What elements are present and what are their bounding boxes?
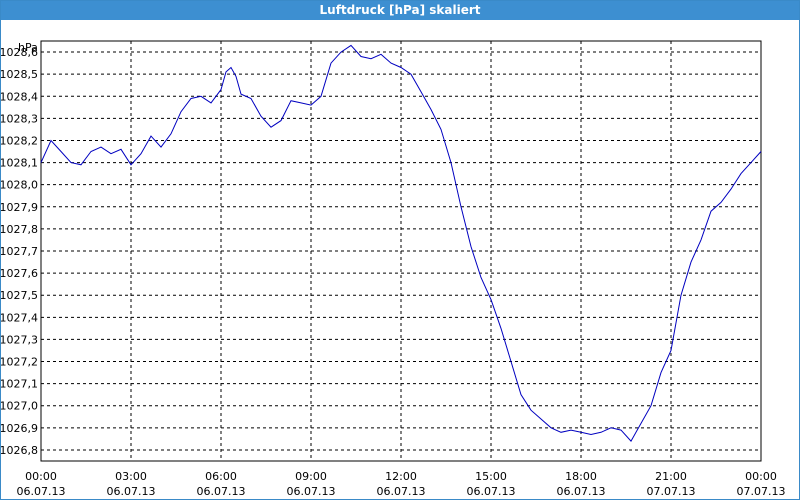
x-tick-time: 03:00 — [115, 470, 147, 483]
x-tick-date: 06.07.13 — [467, 485, 516, 498]
y-tick-label: 1026,8 — [1, 444, 38, 457]
x-tick-time: 15:00 — [475, 470, 507, 483]
x-tick-time: 21:00 — [655, 470, 687, 483]
x-tick-date: 07.07.13 — [737, 485, 786, 498]
grid-lines — [41, 41, 761, 461]
y-tick-label: 1027,1 — [1, 378, 38, 391]
y-tick-label: 1028,5 — [1, 68, 38, 81]
x-tick-date: 06.07.13 — [557, 485, 606, 498]
x-tick-time: 00:00 — [25, 470, 57, 483]
y-tick-label: 1028,6 — [1, 46, 38, 59]
y-tick-label: 1028,1 — [1, 157, 38, 170]
x-tick-time: 18:00 — [565, 470, 597, 483]
x-tick-date: 06.07.13 — [17, 485, 66, 498]
y-tick-label: 1027,9 — [1, 201, 38, 214]
y-tick-label: 1027,5 — [1, 289, 38, 302]
y-tick-label: 1027,4 — [1, 311, 38, 324]
x-tick-time: 06:00 — [205, 470, 237, 483]
y-tick-label: 1028,0 — [1, 179, 38, 192]
y-tick-label: 1027,3 — [1, 333, 38, 346]
y-tick-label: 1028,3 — [1, 112, 38, 125]
chart-title: Luftdruck [hPa] skaliert — [1, 1, 799, 20]
y-tick-label: 1026,9 — [1, 422, 38, 435]
pressure-series-line — [40, 44, 762, 442]
y-tick-label: 1027,8 — [1, 223, 38, 236]
x-tick-date: 06.07.13 — [197, 485, 246, 498]
y-tick-label: 1027,2 — [1, 356, 38, 369]
y-tick-label: 1028,4 — [1, 90, 38, 103]
plot-area-border — [40, 40, 762, 462]
x-axis-ticks: 00:00 06.07.13 03:00 06.07.13 06:00 06.07.13 0… — [17, 470, 786, 498]
x-tick-time: 12:00 — [385, 470, 417, 483]
y-tick-label: 1027,7 — [1, 245, 38, 258]
x-tick-date: 06.07.13 — [287, 485, 336, 498]
y-tick-label: 1027,6 — [1, 267, 38, 280]
y-axis-ticks: 1026,8 1026,9 1027,0 1027,1 1027,2 1027,3 1027… — [1, 46, 38, 457]
x-tick-date: 06.07.13 — [107, 485, 156, 498]
y-axis-unit-label: hPa — [18, 41, 38, 54]
y-tick-label: 1028,2 — [1, 134, 38, 147]
x-tick-date: 06.07.13 — [377, 485, 426, 498]
x-tick-time: 00:00 — [745, 470, 777, 483]
y-tick-label: 1027,0 — [1, 400, 38, 413]
x-tick-time: 09:00 — [295, 470, 327, 483]
x-tick-date: 07.07.13 — [647, 485, 696, 498]
